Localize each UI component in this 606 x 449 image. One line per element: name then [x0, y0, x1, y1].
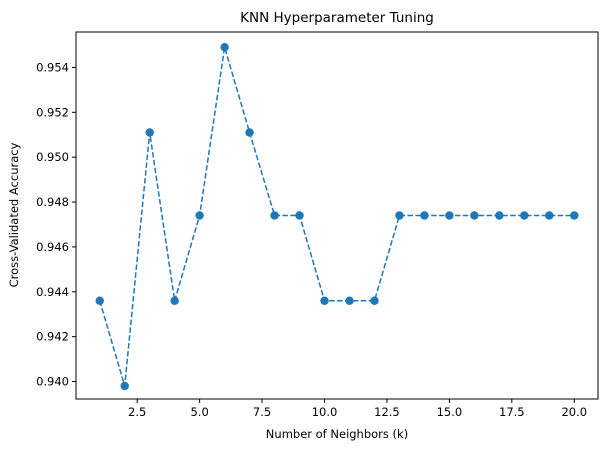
data-point [245, 128, 254, 137]
y-axis-label: Cross-Validated Accuracy [7, 142, 21, 287]
data-point [545, 211, 554, 220]
y-tick-label: 0.940 [36, 375, 69, 389]
x-tick-label: 12.5 [374, 405, 400, 419]
x-axis-ticks: 2.5 5.0 7.5 10.0 12.5 15.0 17.5 20.0 [128, 399, 587, 419]
x-tick-label: 15.0 [437, 405, 463, 419]
y-tick-label: 0.954 [36, 60, 69, 74]
data-point [495, 211, 504, 220]
data-point [420, 211, 429, 220]
x-tick-label: 2.5 [128, 405, 146, 419]
x-tick-label: 17.5 [499, 405, 525, 419]
data-point [370, 296, 379, 305]
y-tick-label: 0.950 [36, 150, 69, 164]
data-point [145, 128, 154, 137]
data-point [570, 211, 579, 220]
data-point [295, 211, 304, 220]
data-point [470, 211, 479, 220]
y-tick-label: 0.948 [36, 195, 69, 209]
series-layer [95, 43, 579, 391]
data-point [445, 211, 454, 220]
y-tick-label: 0.946 [36, 240, 69, 254]
y-tick-label: 0.942 [36, 330, 69, 344]
data-point [395, 211, 404, 220]
x-tick-label: 7.5 [253, 405, 271, 419]
chart-title: KNN Hyperparameter Tuning [240, 10, 434, 26]
data-point [95, 296, 104, 305]
x-tick-label: 20.0 [561, 405, 587, 419]
x-tick-label: 5.0 [190, 405, 208, 419]
data-point [220, 43, 229, 52]
data-point [195, 211, 204, 220]
x-axis-label: Number of Neighbors (k) [266, 427, 408, 441]
data-point [520, 211, 529, 220]
data-point [120, 381, 129, 391]
y-axis-ticks: 0.940 0.942 0.944 0.946 0.948 0.950 0.952 0.954 [36, 60, 76, 389]
x-tick-label: 10.0 [312, 405, 338, 419]
y-tick-label: 0.952 [36, 105, 69, 119]
data-point [170, 296, 179, 305]
data-point [345, 296, 354, 305]
data-point [270, 211, 279, 220]
y-tick-label: 0.944 [36, 285, 69, 299]
data-point [320, 296, 329, 305]
plot-area [75, 31, 599, 400]
